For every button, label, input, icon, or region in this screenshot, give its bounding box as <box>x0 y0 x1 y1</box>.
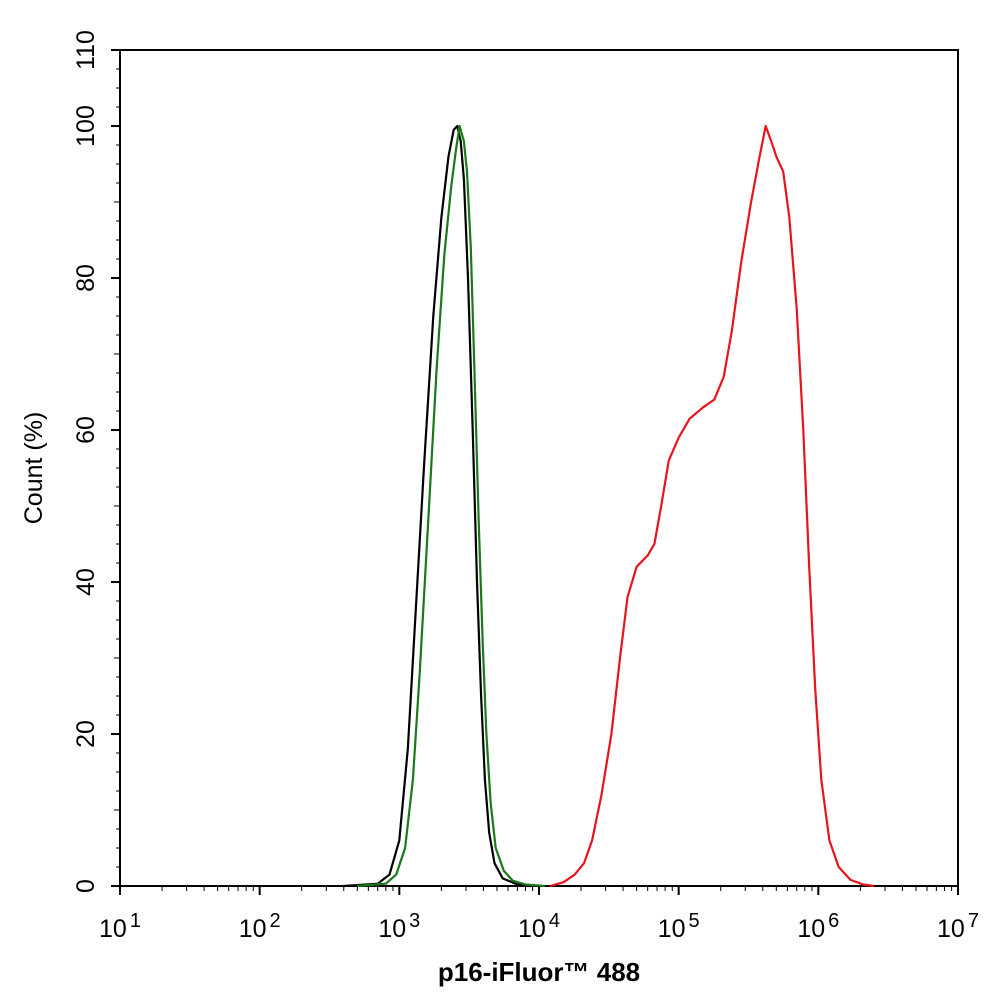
x-tick-label: 10 3 <box>378 910 420 943</box>
y-axis-title: Count (%) <box>20 412 48 525</box>
series-layer <box>343 124 875 888</box>
axis-ticks <box>111 49 959 895</box>
x-tick-label: 10 5 <box>658 910 700 943</box>
y-tick-label: 20 <box>72 720 100 748</box>
x-tick-label: 10 2 <box>239 910 281 943</box>
series-line-1 <box>343 124 540 888</box>
y-tick-label: 40 <box>72 568 100 596</box>
y-tick-label: 80 <box>72 264 100 292</box>
x-tick-label: 10 7 <box>937 910 979 943</box>
y-tick-labels: 0 20 40 60 80 100 110 <box>72 30 100 893</box>
x-tick-label: 10 6 <box>797 910 839 943</box>
plot-frame <box>119 49 959 887</box>
x-tick-label: 10 1 <box>99 910 141 943</box>
series-line-3 <box>549 124 875 888</box>
x-axis-title: p16-iFluor™ 488 <box>438 957 640 987</box>
series-line-2 <box>357 124 545 888</box>
y-tick-label: 110 <box>72 30 100 70</box>
y-tick-label: 60 <box>72 416 100 444</box>
x-tick-label: 10 4 <box>518 910 560 943</box>
y-tick-label: 100 <box>72 105 100 147</box>
x-tick-labels: 10 1 10 2 10 3 10 4 10 5 10 6 10 7 <box>99 910 979 943</box>
y-tick-label: 0 <box>72 879 100 893</box>
